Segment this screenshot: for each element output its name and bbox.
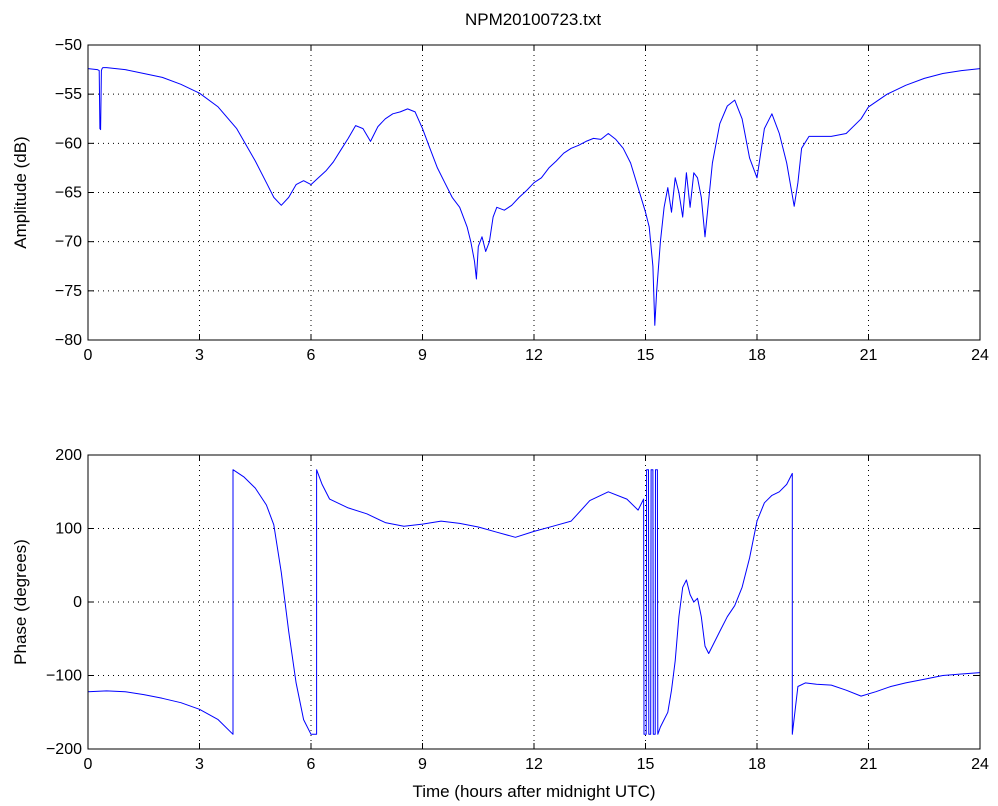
amplitude-y-tick-label: −50	[55, 37, 82, 54]
phase-y-tick-label: 0	[73, 594, 82, 611]
phase-grid	[88, 455, 980, 749]
phase-series-line	[87, 469, 981, 735]
amplitude-series-layer	[87, 67, 981, 326]
phase-x-axis-label: Time (hours after midnight UTC)	[412, 782, 655, 801]
amplitude-y-tick-label: −65	[55, 185, 82, 202]
amplitude-x-tick-label: 9	[418, 347, 427, 364]
chart-title: NPM20100723.txt	[465, 10, 601, 29]
amplitude-y-axis-label: Amplitude (dB)	[11, 136, 30, 248]
amplitude-y-tick-label: −80	[55, 332, 82, 349]
amplitude-x-tick-label: 15	[637, 347, 655, 364]
phase-y-tick-label: −100	[46, 668, 82, 685]
amplitude-x-tick-label: 21	[860, 347, 878, 364]
phase-x-tick-label: 3	[195, 756, 204, 773]
phase-x-tick-label: 21	[860, 756, 878, 773]
amplitude-x-tick-label: 24	[971, 347, 989, 364]
amplitude-x-tick-label: 6	[307, 347, 316, 364]
amplitude-x-tick-label: 3	[195, 347, 204, 364]
amplitude-ticks: 0 3 6 9 12 15 18 21 24 −80 −75 −70 −65 −60 −55 −50	[55, 37, 989, 364]
phase-x-tick-label: 18	[748, 756, 766, 773]
amplitude-x-tick-label: 18	[748, 347, 766, 364]
amplitude-y-tick-label: −75	[55, 283, 82, 300]
amplitude-grid	[88, 45, 980, 340]
phase-y-tick-label: −200	[46, 741, 82, 758]
phase-x-tick-label: 12	[525, 756, 543, 773]
amplitude-y-tick-label: −55	[55, 86, 82, 103]
amplitude-subplot: 0 3 6 9 12 15 18 21 24 −80 −75 −70 −65 −60 −55 −50 Ampl…	[11, 37, 989, 364]
phase-subplot: 0 3 6 9 12 15 18 21 24 −200 −100 0 100 200 Phase (deg…	[11, 447, 989, 801]
phase-x-tick-label: 0	[84, 756, 93, 773]
phase-x-tick-label: 9	[418, 756, 427, 773]
phase-x-tick-label: 15	[637, 756, 655, 773]
phase-series-layer	[87, 469, 981, 735]
phase-y-tick-label: 200	[55, 447, 82, 464]
amplitude-y-tick-label: −60	[55, 135, 82, 152]
phase-y-tick-label: 100	[55, 521, 82, 538]
phase-x-tick-label: 6	[307, 756, 316, 773]
amplitude-x-tick-label: 12	[525, 347, 543, 364]
amplitude-y-tick-label: −70	[55, 234, 82, 251]
phase-y-axis-label: Phase (degrees)	[11, 539, 30, 665]
amplitude-x-tick-label: 0	[84, 347, 93, 364]
amplitude-series-line	[87, 67, 981, 326]
phase-ticks: 0 3 6 9 12 15 18 21 24 −200 −100 0 100 200	[46, 447, 989, 773]
phase-x-tick-label: 24	[971, 756, 989, 773]
